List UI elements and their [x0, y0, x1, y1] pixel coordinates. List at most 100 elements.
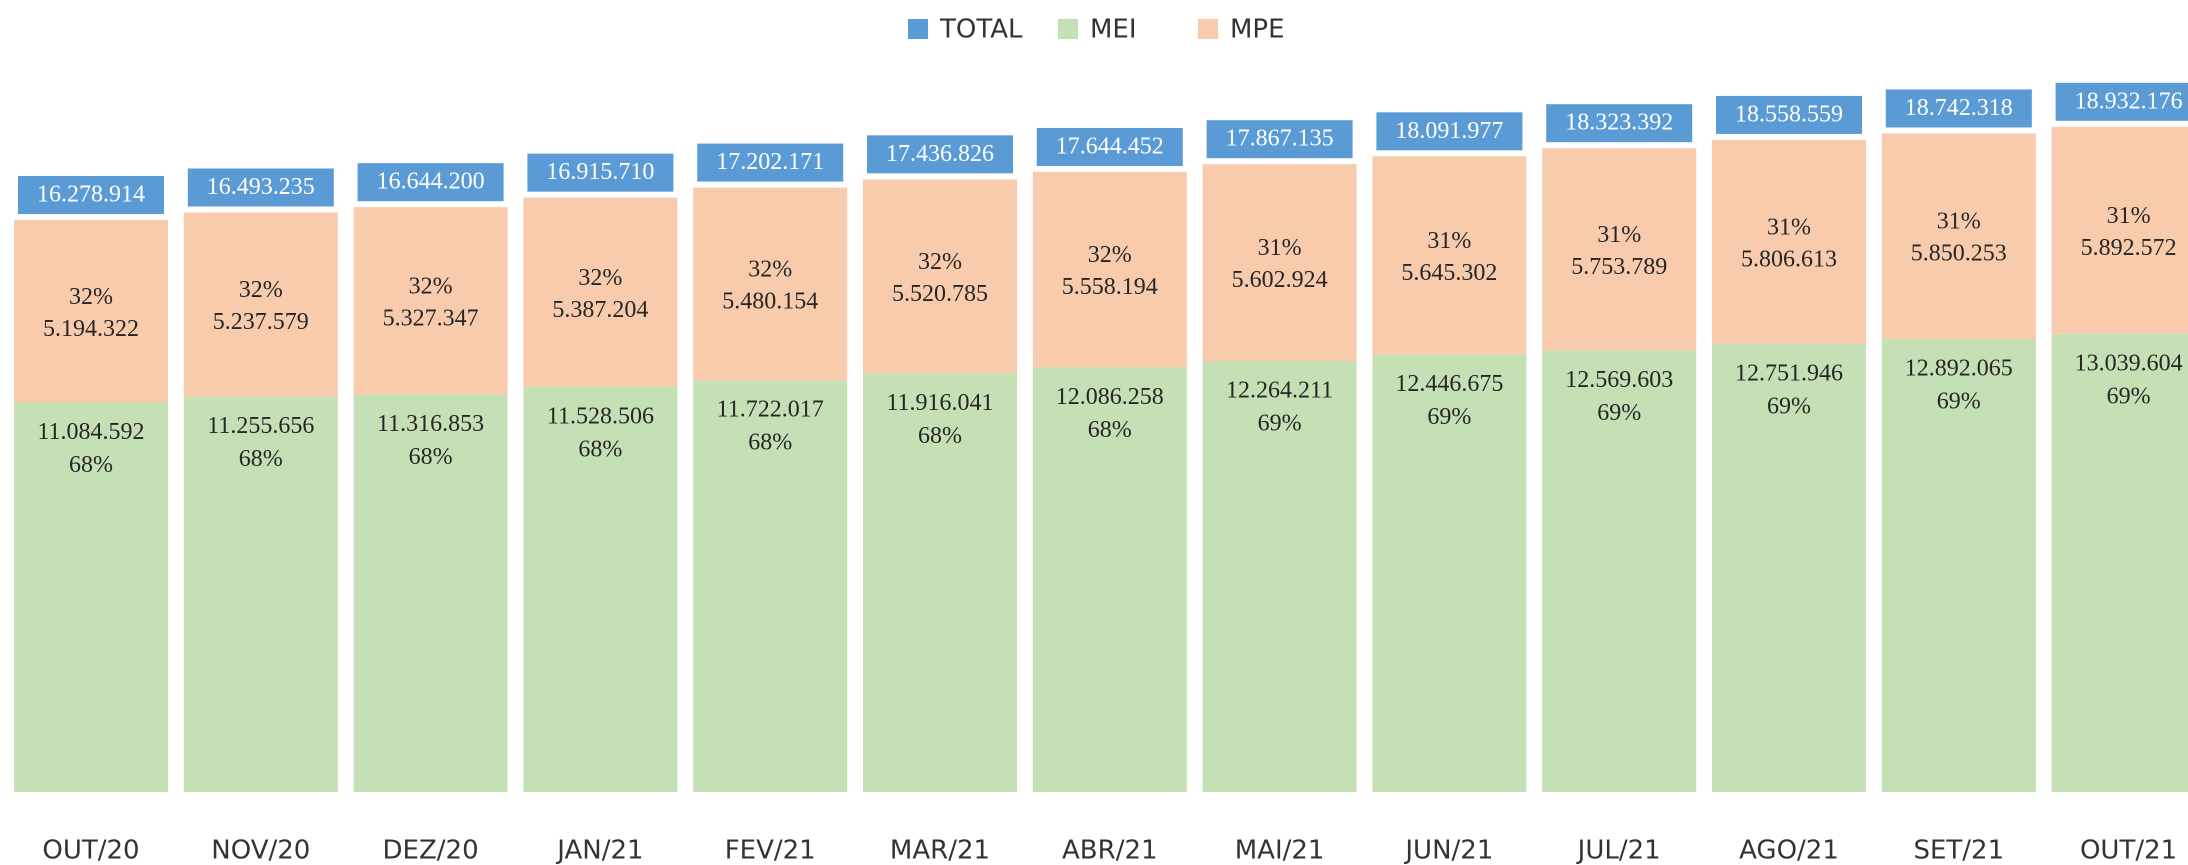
value-label: 13.039.604 [2075, 350, 2183, 376]
bar-segment [2051, 333, 2188, 792]
total-label-box [2055, 82, 2188, 121]
bar-segment [183, 212, 338, 397]
total-label: 17.202.171 [716, 149, 824, 175]
share-label: 32% [69, 284, 113, 310]
value-label: 5.806.613 [1741, 246, 1837, 272]
total-label: 16.644.200 [377, 169, 485, 195]
bar-segment [2051, 126, 2188, 334]
total-label-box [1036, 128, 1183, 167]
share-label: 32% [748, 256, 792, 282]
legend-swatch [1198, 19, 1218, 39]
total-label: 18.742.318 [1905, 95, 2013, 121]
bar-segment [863, 179, 1017, 374]
value-label: 5.327.347 [383, 305, 479, 331]
total-label: 18.558.559 [1735, 101, 1843, 127]
total-label-box [1546, 104, 1693, 143]
share-label: 31% [1597, 222, 1641, 248]
bar-segment [1881, 339, 2036, 792]
total-label: 17.436.826 [886, 141, 994, 167]
bar-segment [1202, 164, 1357, 362]
bar-segment [1712, 343, 1866, 792]
total-label-box [527, 153, 674, 192]
bar-segment [1712, 139, 1866, 344]
share-label: 31% [2107, 203, 2151, 229]
total-label-box [1376, 112, 1523, 151]
value-label: 12.086.258 [1056, 384, 1164, 410]
share-label: 31% [1767, 214, 1811, 240]
x-tick-label: MAI/21 [1235, 836, 1325, 865]
share-label: 69% [2107, 383, 2151, 409]
x-tick-label: DEZ/20 [383, 836, 479, 865]
total-label: 17.867.135 [1226, 126, 1334, 152]
total-label: 16.278.914 [37, 182, 145, 208]
bar-segment [523, 197, 678, 387]
value-label: 5.480.154 [722, 288, 818, 314]
share-label: 31% [1258, 235, 1302, 261]
share-label: 68% [1088, 417, 1132, 443]
total-label-box [867, 135, 1013, 174]
value-label: 5.558.194 [1062, 274, 1158, 300]
x-tick-label: JAN/21 [555, 836, 643, 865]
legend-swatch [908, 19, 928, 39]
value-label: 5.387.204 [552, 297, 648, 323]
total-label: 18.932.176 [2075, 88, 2183, 114]
legend-label: TOTAL [939, 15, 1023, 45]
bar-segment [1542, 148, 1697, 351]
total-label-box [187, 168, 334, 207]
x-tick-label: JUN/21 [1403, 836, 1493, 865]
value-label: 5.194.322 [43, 316, 139, 342]
share-label: 31% [1937, 209, 1981, 235]
bar-segment [1032, 172, 1187, 368]
share-label: 32% [239, 277, 283, 303]
value-label: 5.520.785 [892, 281, 988, 307]
share-label: 31% [1427, 228, 1471, 254]
bar-segment [353, 207, 508, 395]
share-label: 68% [748, 430, 792, 456]
value-label: 11.084.592 [37, 419, 144, 445]
total-label-box [1885, 89, 2032, 128]
value-label: 12.892.065 [1905, 356, 2013, 382]
value-label: 11.722.017 [717, 397, 824, 423]
bar-segment [693, 380, 848, 792]
bar-segment [353, 394, 508, 792]
bar-segment [1032, 367, 1187, 792]
total-label-box [1206, 120, 1353, 159]
total-label: 18.091.977 [1395, 118, 1503, 144]
total-label-box [697, 143, 844, 182]
x-tick-label: OUT/21 [2080, 836, 2177, 865]
x-tick-label: NOV/20 [211, 836, 310, 865]
share-label: 68% [578, 436, 622, 462]
x-tick-label: SET/21 [1913, 836, 2004, 865]
value-label: 12.264.211 [1226, 378, 1333, 404]
x-tick-label: FEV/21 [725, 836, 816, 865]
total-label: 17.644.452 [1056, 134, 1164, 160]
legend-label: MPE [1230, 15, 1285, 45]
bar-segment [1881, 133, 2036, 340]
share-label: 69% [1767, 393, 1811, 419]
bar-segment [1542, 350, 1697, 792]
share-label: 69% [1937, 389, 1981, 415]
share-label: 32% [409, 273, 453, 299]
bar-segment [863, 373, 1017, 792]
share-label: 68% [409, 444, 453, 470]
bar-segment [693, 187, 848, 381]
value-label: 11.528.506 [547, 403, 654, 429]
legend-swatch [1058, 19, 1078, 39]
share-label: 32% [578, 265, 622, 291]
total-label-box [1716, 95, 1862, 134]
share-label: 32% [1088, 242, 1132, 268]
value-label: 5.602.924 [1232, 267, 1328, 293]
total-label: 16.915.710 [546, 159, 654, 185]
share-label: 68% [239, 446, 283, 472]
x-tick-label: OUT/20 [42, 836, 139, 865]
value-label: 11.316.853 [377, 411, 484, 437]
value-label: 5.850.253 [1911, 241, 2007, 267]
value-label: 5.645.302 [1401, 260, 1497, 286]
value-label: 11.916.041 [886, 390, 993, 416]
bar-segment [1202, 361, 1357, 792]
legend-label: MEI [1090, 15, 1137, 45]
x-tick-label: AGO/21 [1739, 836, 1839, 865]
value-label: 12.569.603 [1565, 367, 1673, 393]
bar-segment [1372, 354, 1527, 792]
